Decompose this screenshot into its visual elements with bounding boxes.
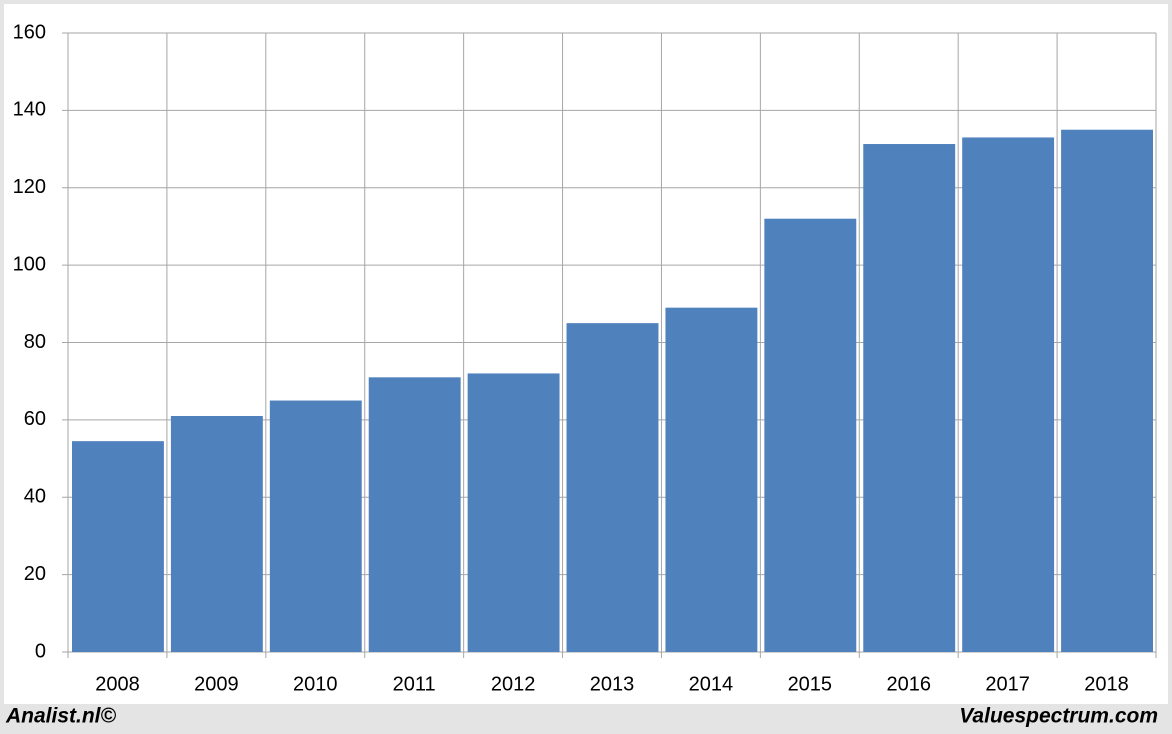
bar — [962, 137, 1055, 653]
x-tick-label: 2010 — [293, 673, 338, 695]
y-tick-label: 80 — [24, 331, 46, 353]
y-tick-label: 40 — [24, 486, 46, 508]
y-tick-label: 0 — [35, 640, 46, 662]
bar — [764, 218, 857, 652]
y-tick-label: 140 — [13, 99, 46, 121]
bar — [368, 377, 461, 652]
x-tick-label: 2016 — [886, 673, 931, 695]
y-tick-label: 160 — [13, 21, 46, 43]
y-tick-label: 20 — [24, 563, 46, 585]
x-tick-label: 2009 — [194, 673, 239, 695]
y-tick-label: 100 — [13, 253, 46, 275]
x-tick-label: 2013 — [590, 673, 635, 695]
bar — [665, 307, 758, 652]
footer-right: Valuespectrum.com — [959, 705, 1158, 728]
bar — [1061, 129, 1153, 652]
x-tick-label: 2012 — [491, 673, 536, 695]
y-tick-label: 120 — [13, 176, 46, 198]
bar — [467, 373, 560, 652]
y-tick-label: 60 — [24, 408, 46, 430]
x-tick-label: 2015 — [788, 673, 833, 695]
x-tick-label: 2008 — [95, 673, 140, 695]
bar — [72, 441, 164, 652]
bar — [566, 323, 659, 652]
x-tick-label: 2018 — [1084, 673, 1129, 695]
bar — [269, 400, 362, 652]
x-tick-label: 2011 — [393, 673, 436, 695]
x-tick-label: 2014 — [689, 673, 734, 695]
footer-left: Analist.nl© — [5, 705, 117, 728]
bar — [170, 416, 263, 652]
bar — [863, 144, 956, 652]
x-tick-label: 2017 — [985, 673, 1030, 695]
